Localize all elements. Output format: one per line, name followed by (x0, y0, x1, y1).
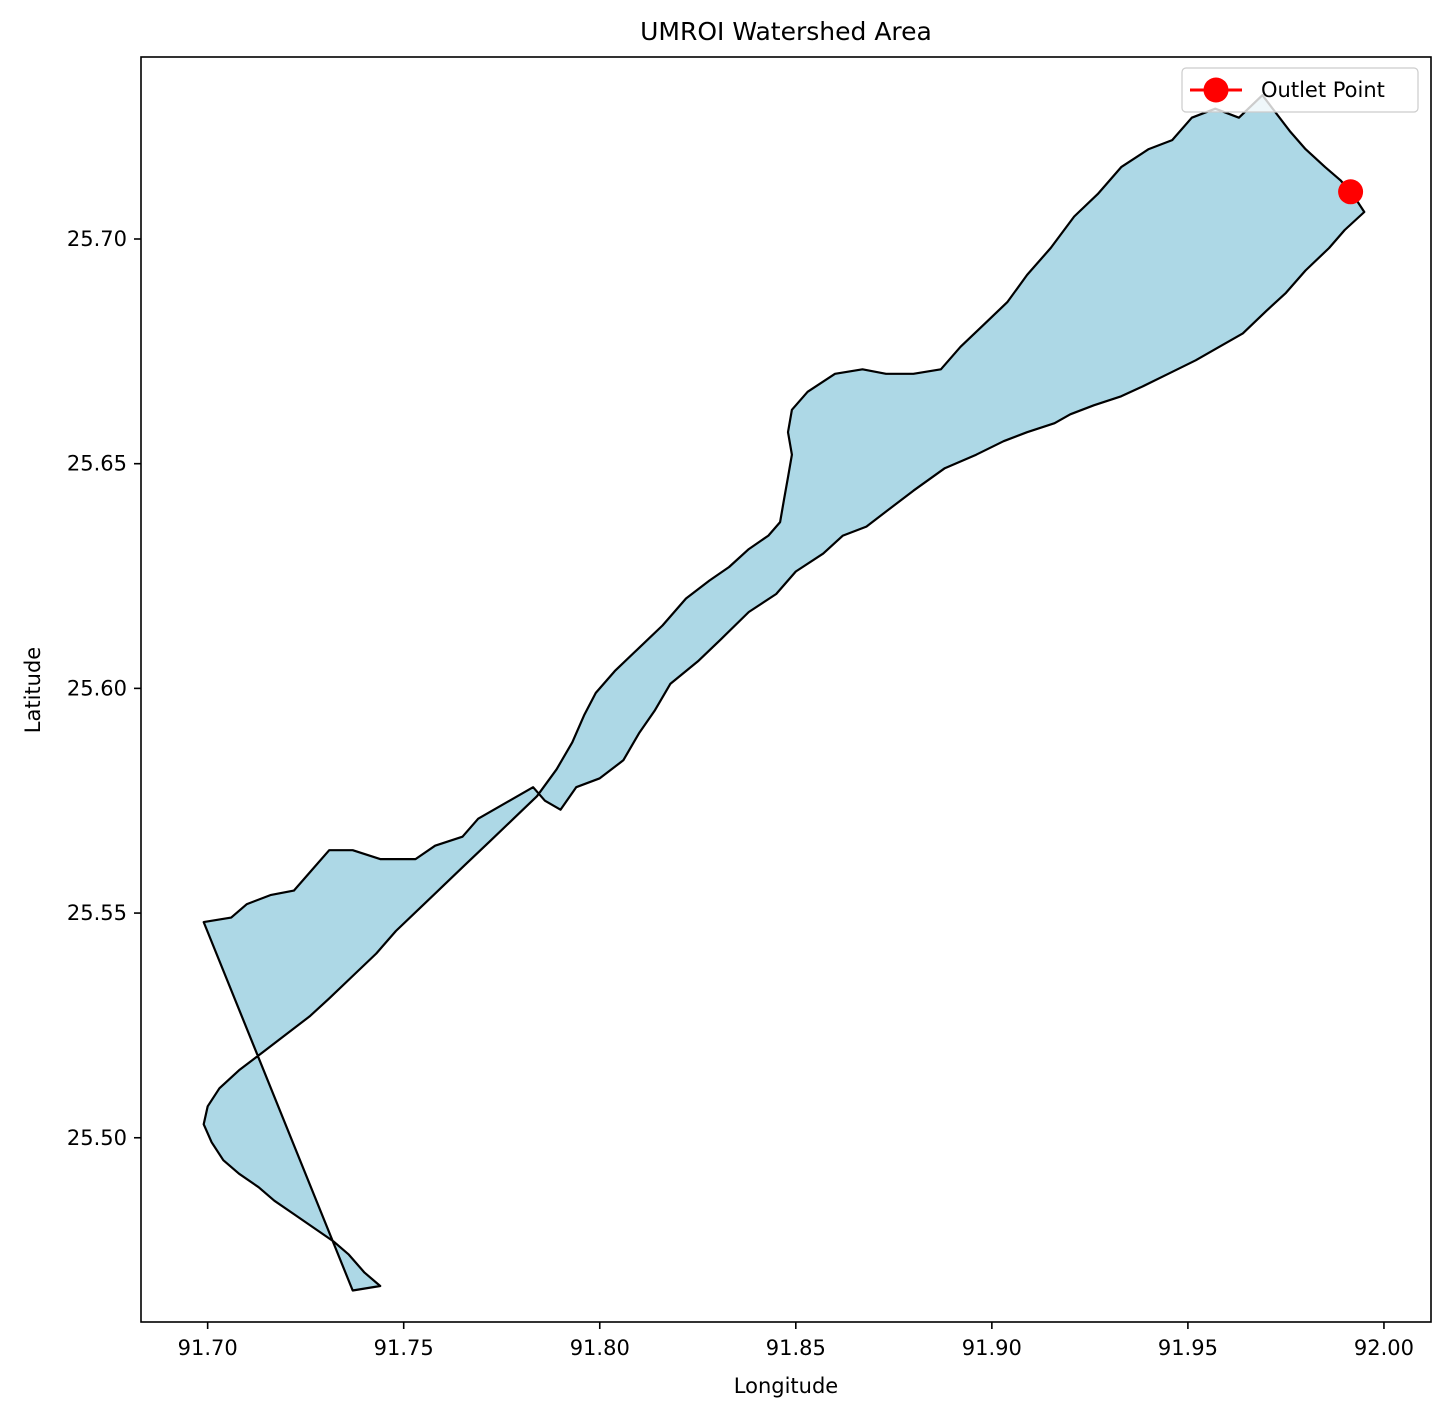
y-axis: 25.50 25.55 25.60 25.65 25.70 (67, 227, 141, 1150)
x-axis: 91.70 91.75 91.80 91.85 91.90 91.95 92.00 (178, 1322, 1414, 1360)
y-tick-label: 25.65 (67, 452, 127, 476)
outlet-point-marker (1338, 179, 1364, 205)
y-tick-label: 25.70 (67, 227, 127, 251)
axes-frame (140, 56, 1432, 1323)
legend-box (1181, 67, 1419, 113)
legend-marker-icon (1203, 77, 1229, 103)
y-tick-label: 25.55 (67, 901, 127, 925)
y-tick-label: 25.50 (67, 1126, 127, 1150)
legend: Outlet Point (1181, 67, 1419, 113)
x-tick-label: 91.70 (178, 1336, 238, 1360)
legend-label: Outlet Point (1261, 78, 1385, 102)
x-tick-label: 92.00 (1354, 1336, 1414, 1360)
x-tick-label: 91.80 (570, 1336, 630, 1360)
y-tick-label: 25.60 (67, 676, 127, 700)
plot-area (202, 94, 1366, 1292)
x-tick-label: 91.85 (766, 1336, 826, 1360)
x-tick-label: 91.75 (374, 1336, 434, 1360)
x-tick-label: 91.90 (962, 1336, 1022, 1360)
watershed-polygon (202, 94, 1366, 1292)
x-axis-label: Longitude (734, 1374, 838, 1398)
plot-title: UMROI Watershed Area (640, 17, 932, 46)
x-tick-label: 91.95 (1158, 1336, 1218, 1360)
y-axis-label: Latitude (21, 647, 45, 733)
